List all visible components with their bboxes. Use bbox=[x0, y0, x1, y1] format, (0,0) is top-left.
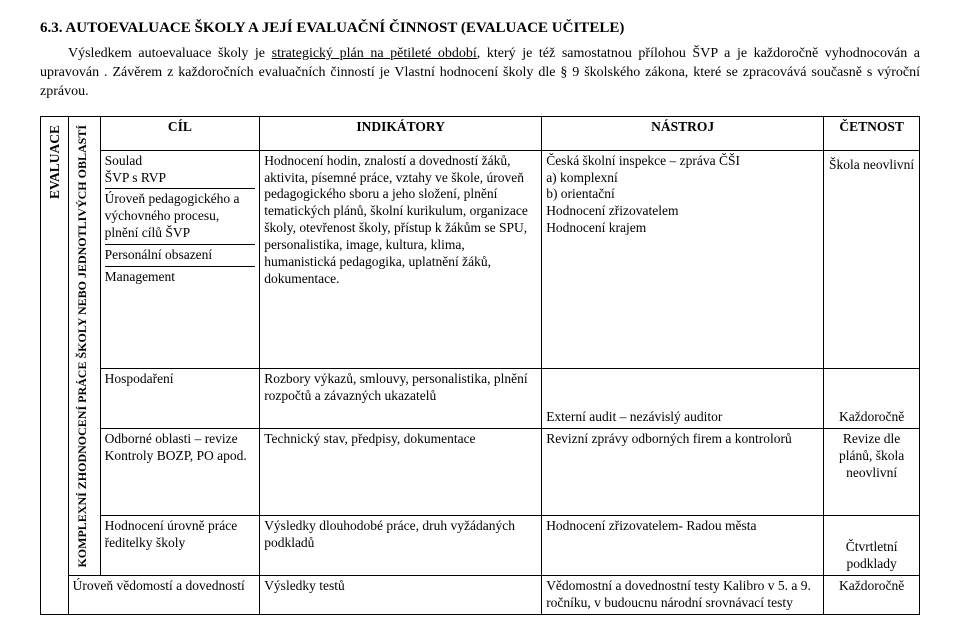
cell-cet: Každoročně bbox=[824, 576, 920, 615]
header-nas: NÁSTROJ bbox=[542, 116, 824, 150]
header-cil: CÍL bbox=[100, 116, 260, 150]
intro-paragraph: Výsledkem autoevaluace školy je strategi… bbox=[40, 45, 920, 102]
cell-cil: Hodnocení úrovně práce ředitelky školy bbox=[100, 515, 260, 575]
cell-nas: Vědomostní a dovednostní testy Kalibro v… bbox=[542, 576, 824, 615]
table-row: Úroveň vědomostí a dovedností Výsledky t… bbox=[41, 576, 920, 615]
side-area-label: KOMPLEXNÍ ZHODNOCENÍ PRÁCE ŠKOLY NEBO JE… bbox=[73, 119, 92, 574]
cell-nas: Revizní zprávy odborných firem a kontrol… bbox=[542, 429, 824, 516]
cell-cil: Soulad ŠVP s RVP Úroveň pedagogického a … bbox=[100, 150, 260, 368]
side-area: KOMPLEXNÍ ZHODNOCENÍ PRÁCE ŠKOLY NEBO JE… bbox=[68, 116, 100, 576]
cell-cet: Čtvrtletní podklady bbox=[824, 515, 920, 575]
header-ind: INDIKÁTORY bbox=[260, 116, 542, 150]
cell-nas: Externí audit – nezávislý auditor bbox=[542, 368, 824, 428]
table-row: Hospodaření Rozbory výkazů, smlouvy, per… bbox=[41, 368, 920, 428]
intro-underline: strategický plán na pětileté období bbox=[272, 46, 477, 61]
section-title: 6.3. AUTOEVALUACE ŠKOLY A JEJÍ EVALUAČNÍ… bbox=[40, 20, 920, 37]
side-evaluace: EVALUACE bbox=[41, 116, 69, 614]
cil-block: Soulad ŠVP s RVP bbox=[105, 153, 256, 190]
intro-text-a: Výsledkem autoevaluace školy je bbox=[68, 46, 272, 61]
cell-nas: Hodnocení zřizovatelem- Radou města bbox=[542, 515, 824, 575]
cell-cet: Každoročně bbox=[824, 368, 920, 428]
cell-cet: Škola neovlivní bbox=[824, 150, 920, 368]
cil-block: Úroveň pedagogického a výchovného proces… bbox=[105, 191, 256, 245]
cil-block: Management bbox=[105, 269, 256, 286]
table-row: Hodnocení úrovně práce ředitelky školy V… bbox=[41, 515, 920, 575]
cell-ind: Výsledky dlouhodobé práce, druh vyžádaný… bbox=[260, 515, 542, 575]
cell-ind: Rozbory výkazů, smlouvy, personalistika,… bbox=[260, 368, 542, 428]
cell-ind: Technický stav, předpisy, dokumentace bbox=[260, 429, 542, 516]
table-header-row: EVALUACE KOMPLEXNÍ ZHODNOCENÍ PRÁCE ŠKOL… bbox=[41, 116, 920, 150]
cell-cil: Odborné oblasti – revize Kontroly BOZP, … bbox=[100, 429, 260, 516]
cell-cil: Hospodaření bbox=[100, 368, 260, 428]
cell-ind: Výsledky testů bbox=[260, 576, 542, 615]
cell-nas: Česká školní inspekce – zpráva ČŠI a) ko… bbox=[542, 150, 824, 368]
cell-cil: Úroveň vědomostí a dovedností bbox=[68, 576, 260, 615]
cil-block: Personální obsazení bbox=[105, 247, 256, 267]
cell-ind: Hodnocení hodin, znalostí a dovedností ž… bbox=[260, 150, 542, 368]
evaluation-table: EVALUACE KOMPLEXNÍ ZHODNOCENÍ PRÁCE ŠKOL… bbox=[40, 116, 920, 615]
header-cet: ČETNOST bbox=[824, 116, 920, 150]
cell-cet: Revize dle plánů, škola neovlivní bbox=[824, 429, 920, 516]
table-row: Soulad ŠVP s RVP Úroveň pedagogického a … bbox=[41, 150, 920, 368]
table-row: Odborné oblasti – revize Kontroly BOZP, … bbox=[41, 429, 920, 516]
side-evaluace-label: EVALUACE bbox=[45, 119, 66, 205]
